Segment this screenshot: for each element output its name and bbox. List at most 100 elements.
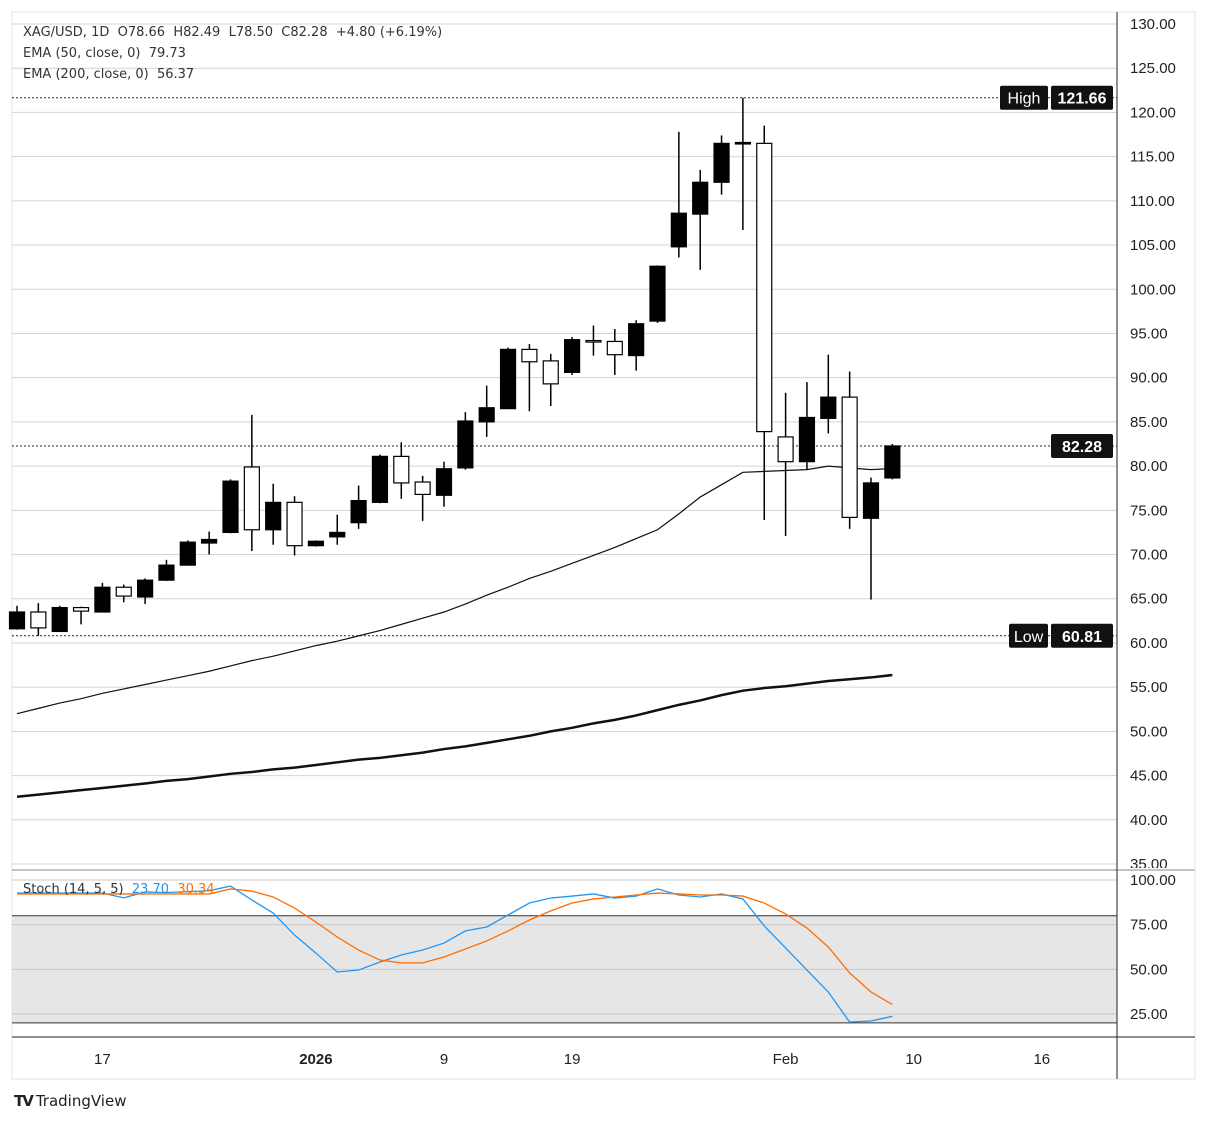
high-badge-value-bg	[1051, 85, 1113, 110]
candle-body	[307, 540, 324, 547]
ema200-legend: EMA (200, close, 0) 56.37	[23, 67, 195, 82]
candle-body	[115, 586, 132, 597]
candle	[734, 97, 752, 231]
last-price-badge-value-bg	[1051, 433, 1113, 458]
candle-body	[243, 466, 260, 531]
candle	[222, 479, 239, 534]
low-badge-value-bg	[1051, 623, 1113, 648]
candle-body	[329, 531, 346, 538]
y-tick-label: 125.00	[1130, 60, 1176, 77]
candle	[115, 584, 132, 603]
candle-body	[201, 538, 218, 544]
candle	[884, 444, 901, 480]
y-tick-label: 85.00	[1130, 414, 1168, 431]
candle	[158, 559, 175, 582]
candle	[307, 540, 324, 547]
candle	[563, 337, 581, 376]
candle	[521, 344, 538, 412]
candle	[841, 371, 858, 529]
candle-body	[137, 579, 154, 598]
stoch-y-tick-label: 100.00	[1130, 872, 1176, 889]
tradingview-logo-icon: TV	[14, 1092, 34, 1110]
low-badge-value: 60.81	[1062, 629, 1102, 646]
candle	[8, 605, 26, 630]
y-tick-label: 40.00	[1130, 812, 1168, 829]
candle	[371, 454, 389, 504]
candle-body	[222, 480, 239, 534]
candle-body	[777, 436, 794, 463]
candle-body	[820, 396, 837, 419]
y-tick-label: 55.00	[1130, 679, 1168, 696]
candle-body	[94, 586, 111, 613]
candle-body	[542, 360, 559, 385]
candle-body	[521, 348, 538, 363]
candle-body	[158, 564, 175, 581]
candle-body	[179, 541, 196, 566]
candle	[414, 475, 431, 521]
candle	[585, 325, 602, 356]
candle	[649, 265, 666, 323]
candle	[179, 540, 196, 566]
high-badge-label-bg	[1000, 85, 1048, 110]
candle-body	[563, 339, 581, 373]
candle-body	[478, 407, 495, 423]
candle	[435, 461, 453, 507]
candle	[606, 329, 623, 376]
y-tick-label: 70.00	[1130, 547, 1168, 564]
candle	[499, 347, 517, 410]
candle	[286, 496, 303, 556]
high-badge-label: High	[1008, 91, 1041, 108]
last-price-badge-value: 82.28	[1062, 439, 1102, 456]
candle-body	[457, 420, 474, 469]
candle-body	[499, 348, 517, 410]
y-tick-label: 115.00	[1130, 149, 1175, 166]
y-tick-label: 50.00	[1130, 723, 1168, 740]
candle-body	[798, 416, 816, 463]
low-badge-label: Low	[1014, 629, 1044, 646]
candle	[713, 135, 730, 195]
candle-body	[393, 455, 410, 484]
candle-body	[51, 606, 68, 633]
candle-body	[649, 265, 666, 322]
candle-body	[371, 455, 389, 503]
tradingview-logo[interactable]: TV TradingView	[14, 1092, 126, 1110]
candle	[820, 354, 837, 434]
candle	[777, 392, 794, 536]
candle-body	[72, 606, 90, 612]
x-tick-label: 9	[440, 1051, 448, 1068]
y-tick-label: 45.00	[1130, 768, 1168, 785]
candle-body	[585, 339, 602, 343]
candle	[243, 414, 260, 551]
candle	[393, 442, 410, 499]
candle-body	[692, 181, 709, 215]
y-tick-label: 75.00	[1130, 502, 1168, 519]
x-tick-label: 2026	[299, 1051, 332, 1068]
candle	[542, 353, 559, 406]
y-tick-label: 80.00	[1130, 458, 1168, 475]
candle-body	[265, 501, 282, 531]
y-tick-label: 110.00	[1130, 193, 1175, 210]
candle-body	[734, 141, 752, 145]
y-tick-label: 90.00	[1130, 370, 1168, 387]
stoch-d-line	[17, 888, 893, 1006]
high-badge-value: 121.66	[1058, 91, 1107, 108]
stoch-name: Stoch (14, 5, 5)	[23, 882, 124, 897]
y-tick-label: 120.00	[1130, 104, 1176, 121]
candle	[94, 582, 111, 613]
low-badge-label-bg	[1009, 623, 1048, 648]
x-tick-label: 17	[94, 1051, 111, 1068]
y-tick-label: 130.00	[1130, 16, 1176, 33]
candle	[265, 483, 282, 545]
candle	[478, 385, 495, 437]
candle-body	[606, 340, 623, 356]
tradingview-logo-text: TradingView	[35, 1092, 127, 1110]
stoch-d-value: 30.34	[177, 882, 215, 897]
y-tick-label: 60.00	[1130, 635, 1168, 652]
y-tick-label: 65.00	[1130, 591, 1168, 608]
candle-body	[756, 142, 773, 433]
candle	[798, 382, 816, 470]
candle-body	[884, 445, 901, 479]
x-tick-label: 10	[905, 1051, 922, 1068]
candle-body	[30, 611, 47, 629]
